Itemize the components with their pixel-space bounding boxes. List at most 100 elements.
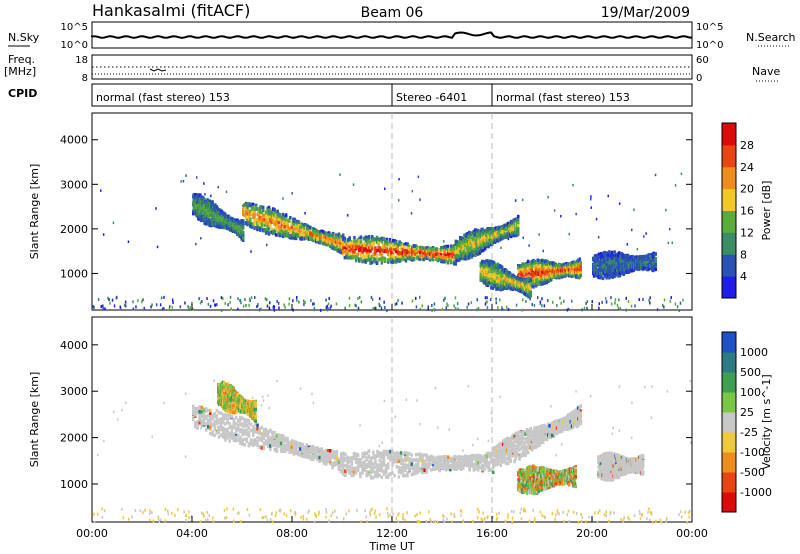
noise-cell — [533, 304, 536, 307]
echo-cell — [379, 252, 382, 256]
echo-cell — [351, 256, 355, 260]
echo-cell — [367, 235, 371, 239]
echo-cell — [539, 264, 542, 269]
echo-cell — [493, 267, 496, 272]
echo-cell — [495, 282, 498, 286]
speckle-cell — [200, 237, 202, 240]
speckle-cell — [590, 206, 592, 209]
echo-cell — [277, 218, 281, 222]
echo-cell — [246, 212, 249, 216]
echo-cell — [385, 247, 388, 251]
echo-cell — [197, 203, 201, 207]
echo-cell — [425, 253, 429, 257]
speckle-cell — [196, 176, 198, 179]
echo-cell — [282, 234, 285, 239]
echo-cell — [448, 258, 451, 262]
noise-cell — [214, 303, 217, 307]
echo-cell — [243, 206, 246, 211]
echo-cell — [286, 232, 289, 236]
echo-cell — [316, 234, 319, 238]
echo-cell — [351, 241, 355, 245]
echo-cell — [366, 249, 369, 253]
echo-cell — [334, 240, 338, 244]
echo-cell — [387, 242, 390, 246]
echo-cell — [377, 238, 380, 243]
echo-cell — [294, 224, 298, 228]
noise-cell — [371, 297, 374, 301]
echo-cell — [462, 249, 465, 254]
echo-cell — [474, 232, 477, 236]
noise-cell — [610, 296, 612, 300]
echo-cell — [388, 258, 392, 262]
echo-cell — [504, 223, 507, 228]
noise-cell — [560, 301, 562, 305]
echo-cell — [207, 218, 211, 222]
echo-cell — [272, 220, 275, 224]
echo-cell — [435, 252, 438, 257]
echo-cell — [401, 247, 404, 252]
echo-cell — [312, 233, 315, 237]
echo-cell — [396, 250, 400, 254]
echo-cell — [617, 251, 621, 256]
echo-cell — [203, 207, 206, 211]
echo-cell — [375, 261, 379, 265]
echo-cell — [440, 258, 443, 262]
noise-cell — [676, 305, 679, 309]
echo-cell — [414, 244, 417, 249]
noise-cell — [327, 307, 329, 311]
echo-cell — [252, 215, 255, 219]
noise-cell — [245, 304, 247, 307]
echo-cell — [422, 248, 425, 253]
noise-cell — [266, 298, 268, 302]
echo-cell — [605, 266, 608, 270]
noise-cell — [630, 304, 633, 308]
echo-cell — [374, 250, 377, 255]
echo-cell — [451, 251, 454, 256]
echo-cell — [322, 238, 325, 242]
echo-cell — [382, 243, 385, 248]
speckle-cell — [542, 249, 544, 253]
echo-cell — [250, 222, 254, 226]
echo-cell — [449, 259, 453, 263]
echo-cell — [525, 270, 528, 275]
noise-cell — [258, 308, 261, 312]
echo-cell — [512, 227, 515, 232]
echo-cell — [542, 278, 545, 283]
echo-cell — [411, 248, 414, 253]
noise-cell — [163, 295, 165, 299]
echo-cell — [336, 238, 339, 242]
echo-cell — [330, 233, 334, 238]
echo-cell — [370, 260, 374, 265]
echo-cell — [250, 224, 254, 229]
speckle-cell — [204, 193, 206, 196]
echo-cell — [336, 242, 339, 246]
echo-cell — [207, 220, 211, 224]
noise-cell — [522, 298, 524, 302]
echo-cell — [304, 223, 308, 228]
echo-cell — [377, 248, 380, 252]
echo-cell — [444, 244, 448, 249]
echo-cell — [303, 233, 306, 237]
echo-cell — [369, 242, 372, 247]
echo-cell — [283, 219, 286, 223]
noise-cell — [373, 306, 376, 310]
noise-cell — [269, 301, 271, 305]
noise-cell — [499, 298, 501, 302]
speckle-cell — [384, 187, 386, 190]
echo-cell — [337, 244, 341, 248]
echo-cell — [346, 243, 350, 248]
echo-cell — [310, 235, 314, 240]
noise-cell — [453, 304, 455, 308]
noise-cell — [348, 304, 351, 308]
echo-cell — [353, 255, 356, 259]
echo-cell — [273, 208, 276, 212]
echo-cell — [292, 235, 295, 240]
echo-cell — [300, 225, 304, 230]
echo-cell — [469, 245, 473, 249]
echo-cell — [194, 202, 198, 207]
echo-cell — [218, 214, 221, 219]
echo-cell — [232, 223, 235, 227]
echo-cell — [198, 210, 201, 214]
speckle-cell — [626, 243, 629, 246]
